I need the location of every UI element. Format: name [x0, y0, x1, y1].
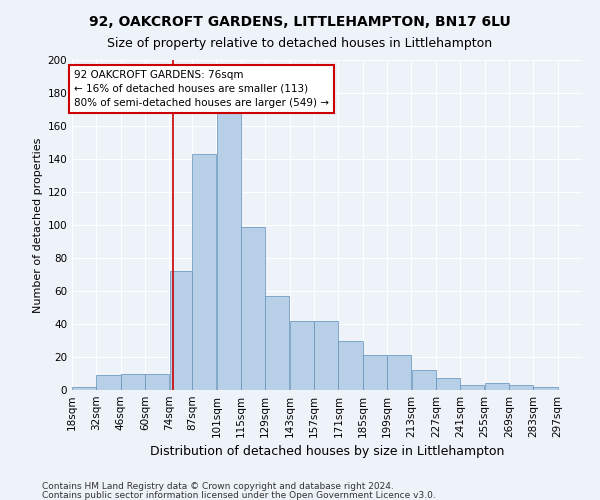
- Bar: [192, 154, 217, 390]
- Bar: [72, 386, 96, 390]
- Bar: [97, 375, 121, 390]
- Bar: [485, 384, 509, 390]
- Y-axis label: Number of detached properties: Number of detached properties: [33, 138, 43, 312]
- Bar: [363, 356, 387, 390]
- Bar: [121, 374, 145, 390]
- Bar: [533, 386, 557, 390]
- Bar: [290, 320, 314, 390]
- X-axis label: Distribution of detached houses by size in Littlehampton: Distribution of detached houses by size …: [150, 446, 504, 458]
- Bar: [338, 340, 362, 390]
- Text: 92 OAKCROFT GARDENS: 76sqm
← 16% of detached houses are smaller (113)
80% of sem: 92 OAKCROFT GARDENS: 76sqm ← 16% of deta…: [74, 70, 329, 108]
- Text: Size of property relative to detached houses in Littlehampton: Size of property relative to detached ho…: [107, 38, 493, 51]
- Bar: [170, 271, 192, 390]
- Bar: [509, 385, 533, 390]
- Text: Contains HM Land Registry data © Crown copyright and database right 2024.: Contains HM Land Registry data © Crown c…: [42, 482, 394, 491]
- Bar: [314, 320, 338, 390]
- Bar: [241, 226, 265, 390]
- Bar: [460, 385, 484, 390]
- Bar: [145, 374, 169, 390]
- Text: Contains public sector information licensed under the Open Government Licence v3: Contains public sector information licen…: [42, 491, 436, 500]
- Bar: [436, 378, 460, 390]
- Bar: [387, 356, 411, 390]
- Bar: [412, 370, 436, 390]
- Bar: [217, 113, 241, 390]
- Text: 92, OAKCROFT GARDENS, LITTLEHAMPTON, BN17 6LU: 92, OAKCROFT GARDENS, LITTLEHAMPTON, BN1…: [89, 15, 511, 29]
- Bar: [265, 296, 289, 390]
